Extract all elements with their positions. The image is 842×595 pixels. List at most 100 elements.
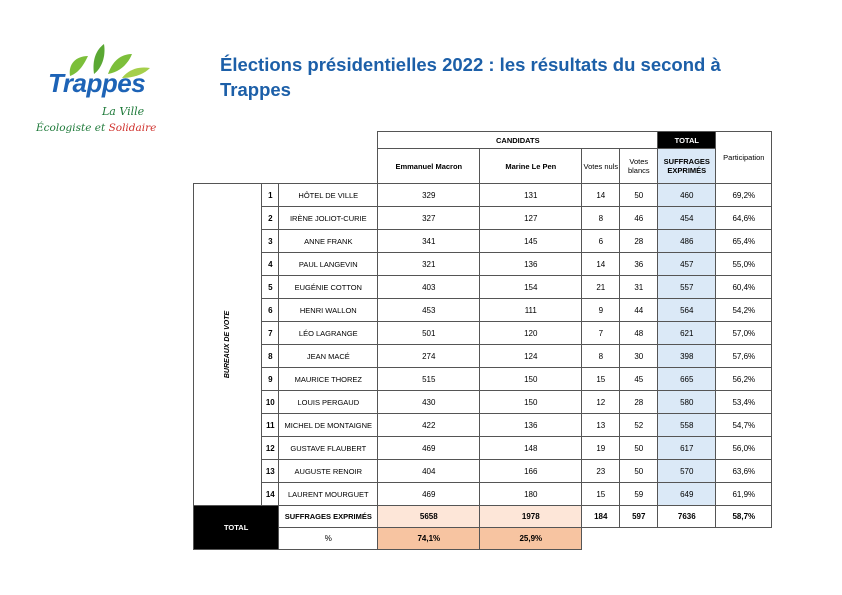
bureau-number: 12 [261, 436, 280, 460]
bureau-name: HÔTEL DE VILLE [278, 183, 379, 207]
table-row: 11 MICHEL DE MONTAIGNE 422 136 13 52 558 54,7% [194, 413, 773, 437]
blancs-votes: 28 [619, 390, 659, 414]
bureau-number: 3 [261, 229, 280, 253]
participation-value: 57,6% [715, 344, 773, 368]
blancs-votes: 28 [619, 229, 659, 253]
suffrages-value: 580 [657, 390, 717, 414]
participation-value: 61,9% [715, 482, 773, 506]
suffrages-value: 649 [657, 482, 717, 506]
blancs-votes: 59 [619, 482, 659, 506]
bureau-name: LÉO LAGRANGE [278, 321, 379, 345]
macron-votes: 501 [377, 321, 481, 345]
bureau-number: 7 [261, 321, 280, 345]
bureau-number: 8 [261, 344, 280, 368]
participation-value: 60,4% [715, 275, 773, 299]
participation-value: 56,2% [715, 367, 773, 391]
participation-value: 69,2% [715, 183, 773, 207]
participation-value: 55,0% [715, 252, 773, 276]
macron-votes: 327 [377, 206, 481, 230]
total-suffrages-label: SUFFRAGES EXPRIMÉS [278, 505, 379, 528]
nuls-votes: 19 [581, 436, 621, 460]
blancs-votes: 45 [619, 367, 659, 391]
participation-value: 54,2% [715, 298, 773, 322]
bureau-name: PAUL LANGEVIN [278, 252, 379, 276]
table-row: 8 JEAN MACÉ 274 124 8 30 398 57,6% [194, 344, 773, 368]
page-title: Élections présidentielles 2022 : les rés… [220, 54, 721, 100]
nuls-votes: 15 [581, 482, 621, 506]
total-header: TOTAL [657, 131, 717, 149]
bureau-name: AUGUSTE RENOIR [278, 459, 379, 483]
macron-votes: 321 [377, 252, 481, 276]
participation-value: 64,6% [715, 206, 773, 230]
lepen-votes: 145 [479, 229, 583, 253]
suffrages-value: 564 [657, 298, 717, 322]
total-participation: 58,7% [715, 505, 773, 528]
bureaux-label-text: BUREAUX DE VOTE [224, 310, 232, 379]
lepen-votes: 127 [479, 206, 583, 230]
lepen-votes: 131 [479, 183, 583, 207]
table-row: 3 ANNE FRANK 341 145 6 28 486 65,4% [194, 229, 773, 253]
suffrages-value: 398 [657, 344, 717, 368]
table-row: 14 LAURENT MOURGUET 469 180 15 59 649 61,9% [194, 482, 773, 506]
total-label: TOTAL [192, 505, 280, 550]
total-macron: 5658 [377, 505, 481, 528]
macron-votes: 403 [377, 275, 481, 299]
macron-votes: 430 [377, 390, 481, 414]
bureau-number: 5 [261, 275, 280, 299]
blancs-votes: 36 [619, 252, 659, 276]
blancs-votes: 50 [619, 459, 659, 483]
nuls-header: Votes nuls [581, 148, 621, 184]
macron-votes: 453 [377, 298, 481, 322]
bureau-number: 10 [261, 390, 280, 414]
total-row: TOTAL SUFFRAGES EXPRIMÉS 5658 1978 184 597 763… [192, 505, 773, 550]
lepen-votes: 150 [479, 367, 583, 391]
macron-votes: 469 [377, 436, 481, 460]
blancs-votes: 50 [619, 183, 659, 207]
total-nuls: 184 [581, 505, 621, 528]
lepen-votes: 166 [479, 459, 583, 483]
suffrages-value: 460 [657, 183, 717, 207]
total-suffrages: 7636 [657, 505, 717, 528]
participation-value: 65,4% [715, 229, 773, 253]
nuls-votes: 7 [581, 321, 621, 345]
bureau-name: LOUIS PERGAUD [278, 390, 379, 414]
logo-tagline-1: La Ville [102, 105, 145, 118]
macron-votes: 515 [377, 367, 481, 391]
nuls-votes: 23 [581, 459, 621, 483]
macron-votes: 329 [377, 183, 481, 207]
suffrages-value: 557 [657, 275, 717, 299]
participation-value: 57,0% [715, 321, 773, 345]
bureau-name: GUSTAVE FLAUBERT [278, 436, 379, 460]
bureau-name: HENRI WALLON [278, 298, 379, 322]
nuls-votes: 6 [581, 229, 621, 253]
bureaux-label: BUREAUX DE VOTE [192, 183, 263, 506]
nuls-votes: 21 [581, 275, 621, 299]
lepen-votes: 148 [479, 436, 583, 460]
table-row: 12 GUSTAVE FLAUBERT 469 148 19 50 617 56,0% [194, 436, 773, 460]
bureau-name: LAURENT MOURGUET [278, 482, 379, 506]
participation-header: Participation [715, 131, 773, 184]
macron-header: Emmanuel Macron [377, 148, 481, 184]
trappes-logo: Trappes La Ville Écologiste et Solidaire [36, 42, 175, 142]
bureau-number: 13 [261, 459, 280, 483]
suffrages-value: 558 [657, 413, 717, 437]
lepen-votes: 136 [479, 252, 583, 276]
table-row: 4 PAUL LANGEVIN 321 136 14 36 457 55,0% [194, 252, 773, 276]
bureau-number: 11 [261, 413, 280, 437]
macron-votes: 422 [377, 413, 481, 437]
participation-value: 53,4% [715, 390, 773, 414]
participation-value: 56,0% [715, 436, 773, 460]
table-row: 7 LÉO LAGRANGE 501 120 7 48 621 57,0% [194, 321, 773, 345]
percent-row: % 74,1% 25,9% [194, 527, 772, 550]
participation-value: 63,6% [715, 459, 773, 483]
bureau-name: IRÈNE JOLIOT-CURIE [278, 206, 379, 230]
blancs-votes: 30 [619, 344, 659, 368]
nuls-votes: 15 [581, 367, 621, 391]
lepen-percent: 25,9% [479, 527, 583, 550]
total-blancs: 597 [619, 505, 659, 528]
bureau-number: 1 [261, 183, 280, 207]
lepen-votes: 136 [479, 413, 583, 437]
bureau-name: MICHEL DE MONTAIGNE [278, 413, 379, 437]
nuls-votes: 8 [581, 344, 621, 368]
blank-cell [582, 528, 772, 550]
